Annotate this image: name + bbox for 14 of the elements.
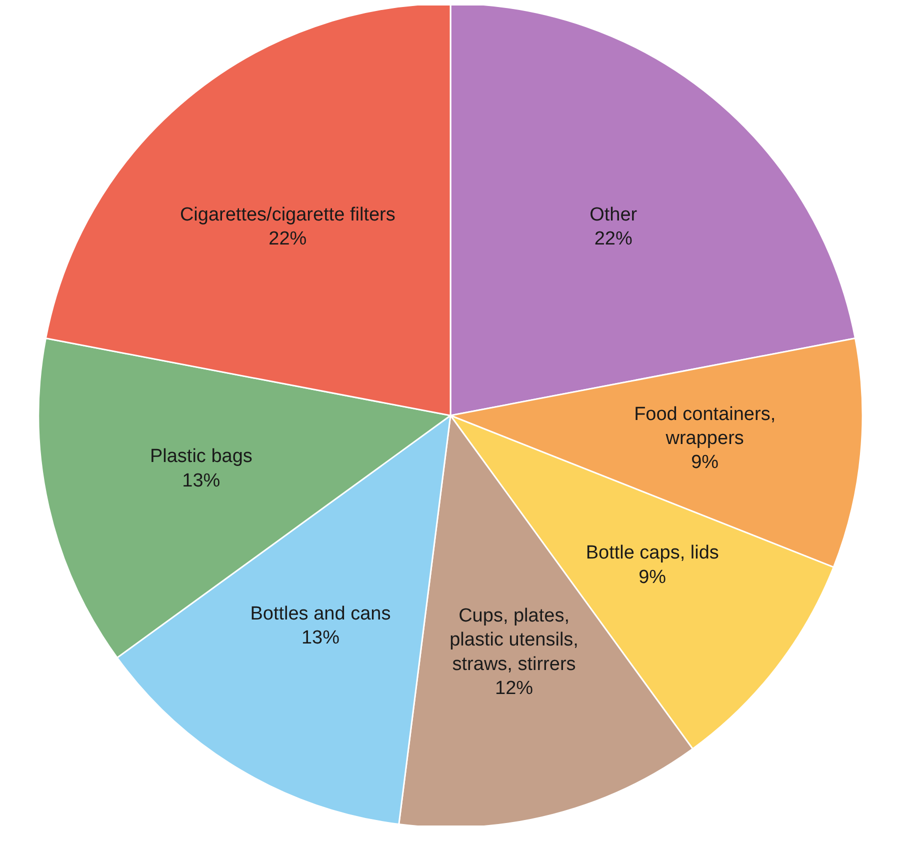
- slice-label: Other: [590, 204, 638, 226]
- data-label: 22%: [594, 228, 632, 250]
- slice-label: Cigarettes/cigarette filters: [180, 204, 396, 226]
- data-label: 13%: [301, 627, 340, 648]
- data-label: 9%: [691, 452, 719, 474]
- slice-label: Cups, plates, plastic utensils, straws, stirrers: [450, 606, 578, 675]
- data-label: 12%: [495, 678, 534, 699]
- slice-label: Bottle caps, lids: [586, 542, 719, 564]
- data-label: 22%: [268, 228, 307, 250]
- data-label: 13%: [182, 470, 220, 492]
- data-label: 9%: [638, 566, 666, 588]
- slice-label: Plastic bags: [150, 446, 252, 468]
- slice-label: Bottles and cans: [250, 603, 391, 624]
- slice-label: Food containers, wrappers: [634, 404, 776, 449]
